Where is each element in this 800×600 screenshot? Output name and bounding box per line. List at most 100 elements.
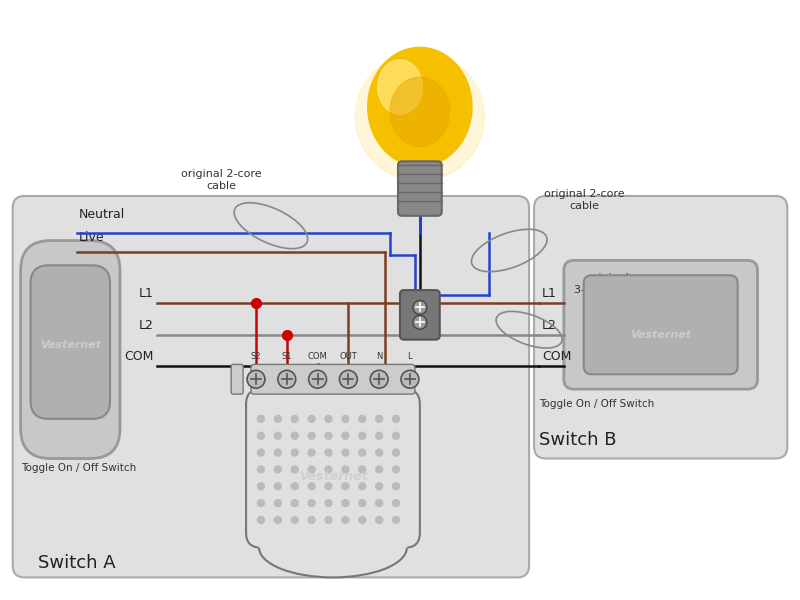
Circle shape bbox=[342, 483, 349, 490]
Circle shape bbox=[358, 517, 366, 523]
Text: L2: L2 bbox=[139, 319, 154, 332]
Circle shape bbox=[274, 466, 282, 473]
Text: Switch A: Switch A bbox=[38, 554, 115, 572]
Circle shape bbox=[393, 500, 399, 506]
FancyBboxPatch shape bbox=[564, 260, 758, 389]
Text: Vesternet: Vesternet bbox=[298, 470, 367, 483]
Circle shape bbox=[325, 483, 332, 490]
Circle shape bbox=[325, 432, 332, 439]
Text: Vesternet: Vesternet bbox=[40, 340, 101, 350]
Text: S2: S2 bbox=[250, 352, 262, 361]
Circle shape bbox=[291, 500, 298, 506]
Text: L1: L1 bbox=[542, 287, 557, 300]
Circle shape bbox=[370, 370, 388, 388]
FancyBboxPatch shape bbox=[21, 241, 120, 458]
Text: OUT: OUT bbox=[339, 352, 358, 361]
Circle shape bbox=[308, 500, 315, 506]
Circle shape bbox=[325, 466, 332, 473]
Text: original 2-core
cable: original 2-core cable bbox=[181, 169, 262, 191]
Text: S1: S1 bbox=[282, 352, 292, 361]
Text: L2: L2 bbox=[542, 319, 557, 332]
Circle shape bbox=[258, 432, 265, 439]
Ellipse shape bbox=[378, 60, 422, 114]
Circle shape bbox=[342, 517, 349, 523]
Text: Toggle On / Off Switch: Toggle On / Off Switch bbox=[539, 399, 654, 409]
Circle shape bbox=[291, 415, 298, 422]
Text: N: N bbox=[376, 352, 382, 361]
Circle shape bbox=[376, 466, 382, 473]
Circle shape bbox=[258, 517, 265, 523]
Circle shape bbox=[342, 466, 349, 473]
Circle shape bbox=[393, 432, 399, 439]
Circle shape bbox=[291, 483, 298, 490]
Circle shape bbox=[339, 370, 358, 388]
Circle shape bbox=[274, 500, 282, 506]
Circle shape bbox=[358, 500, 366, 506]
FancyBboxPatch shape bbox=[398, 161, 442, 216]
Text: L1: L1 bbox=[139, 287, 154, 300]
Text: Vesternet: Vesternet bbox=[630, 329, 692, 340]
Circle shape bbox=[325, 449, 332, 456]
FancyBboxPatch shape bbox=[400, 290, 440, 340]
Circle shape bbox=[376, 449, 382, 456]
Circle shape bbox=[376, 500, 382, 506]
Circle shape bbox=[342, 500, 349, 506]
Text: Live: Live bbox=[79, 230, 105, 244]
FancyBboxPatch shape bbox=[251, 364, 415, 394]
Circle shape bbox=[401, 370, 419, 388]
Circle shape bbox=[278, 370, 296, 388]
Circle shape bbox=[258, 449, 265, 456]
Text: Toggle On / Off Switch: Toggle On / Off Switch bbox=[21, 463, 136, 473]
Circle shape bbox=[325, 517, 332, 523]
Circle shape bbox=[376, 415, 382, 422]
Text: original
3-core cable: original 3-core cable bbox=[574, 274, 642, 295]
Circle shape bbox=[393, 483, 399, 490]
FancyBboxPatch shape bbox=[246, 389, 420, 548]
Circle shape bbox=[358, 432, 366, 439]
Circle shape bbox=[258, 415, 265, 422]
FancyBboxPatch shape bbox=[13, 196, 529, 577]
Circle shape bbox=[274, 432, 282, 439]
Circle shape bbox=[291, 466, 298, 473]
Circle shape bbox=[258, 466, 265, 473]
Circle shape bbox=[308, 449, 315, 456]
Circle shape bbox=[393, 415, 399, 422]
Circle shape bbox=[342, 415, 349, 422]
Text: Neutral: Neutral bbox=[79, 208, 126, 221]
Ellipse shape bbox=[259, 518, 407, 577]
Circle shape bbox=[393, 449, 399, 456]
Text: Switch B: Switch B bbox=[539, 431, 617, 449]
Circle shape bbox=[325, 415, 332, 422]
Ellipse shape bbox=[390, 77, 450, 146]
Circle shape bbox=[358, 483, 366, 490]
Circle shape bbox=[309, 370, 326, 388]
FancyBboxPatch shape bbox=[584, 275, 738, 374]
Circle shape bbox=[274, 415, 282, 422]
Text: COM: COM bbox=[542, 350, 571, 364]
Circle shape bbox=[308, 466, 315, 473]
Circle shape bbox=[376, 483, 382, 490]
Circle shape bbox=[358, 466, 366, 473]
Text: L: L bbox=[408, 352, 412, 361]
Circle shape bbox=[258, 483, 265, 490]
Text: original 2-core
cable: original 2-core cable bbox=[544, 189, 625, 211]
Circle shape bbox=[376, 432, 382, 439]
Circle shape bbox=[376, 517, 382, 523]
Circle shape bbox=[274, 483, 282, 490]
Circle shape bbox=[308, 432, 315, 439]
FancyBboxPatch shape bbox=[231, 364, 243, 394]
FancyBboxPatch shape bbox=[30, 265, 110, 419]
Circle shape bbox=[342, 449, 349, 456]
Ellipse shape bbox=[368, 47, 472, 166]
Circle shape bbox=[274, 517, 282, 523]
Circle shape bbox=[291, 517, 298, 523]
Circle shape bbox=[308, 483, 315, 490]
Text: COM: COM bbox=[124, 350, 154, 364]
Circle shape bbox=[358, 449, 366, 456]
Circle shape bbox=[358, 415, 366, 422]
Circle shape bbox=[413, 316, 427, 329]
Circle shape bbox=[291, 432, 298, 439]
Ellipse shape bbox=[355, 52, 485, 181]
Circle shape bbox=[258, 500, 265, 506]
Circle shape bbox=[325, 500, 332, 506]
